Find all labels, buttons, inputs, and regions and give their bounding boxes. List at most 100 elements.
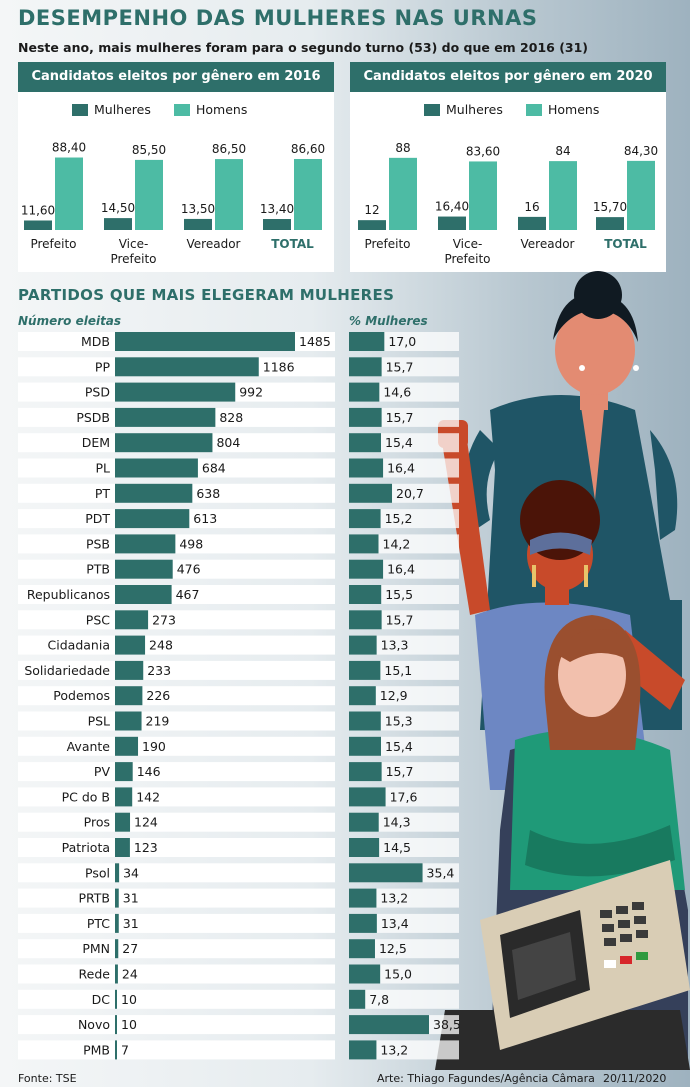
- party-count-label: 476: [177, 562, 201, 577]
- party-pct-bar: [349, 812, 379, 832]
- party-pct-label: 20,7: [396, 486, 424, 501]
- bar-women-2: [518, 216, 546, 230]
- party-pct-bar: [349, 964, 381, 984]
- party-row-bg: [18, 660, 335, 680]
- party-pct-label: 15,1: [384, 663, 412, 678]
- party-pct-label: 15,7: [386, 410, 414, 425]
- party-name: PMB: [83, 1042, 110, 1057]
- party-count-bar: [115, 913, 119, 933]
- party-count-label: 992: [239, 385, 263, 400]
- party-row-bg: [18, 585, 335, 604]
- party-count-bar: [115, 838, 130, 857]
- party-count-label: 24: [122, 967, 138, 982]
- category-label-1-line1: Prefeito: [444, 252, 490, 266]
- party-pct-label: 15,5: [385, 587, 413, 602]
- bar-men-3: [627, 160, 655, 230]
- party-count-bar: [115, 711, 142, 731]
- party-pct-label: 12,5: [379, 941, 407, 956]
- party-pct-bar: [349, 332, 385, 351]
- party-name: DEM: [82, 435, 110, 450]
- party-count-bar: [115, 483, 193, 503]
- party-pct-label: 15,7: [386, 764, 414, 779]
- party-count-bar: [115, 989, 117, 1009]
- party-count-bar: [115, 660, 144, 680]
- party-row-bg: [18, 686, 335, 706]
- party-name: PV: [94, 764, 111, 779]
- party-count-label: 638: [196, 486, 220, 501]
- party-row-bg: [18, 964, 335, 984]
- women-illustration: [435, 271, 690, 1070]
- panel-2020: Candidatos eleitos por gênero em 2020 (%…: [350, 62, 666, 272]
- panel-2020-title: Candidatos eleitos por gênero em 2020 (%…: [350, 62, 666, 114]
- party-pct-bar: [349, 838, 380, 857]
- party-count-bar: [115, 509, 190, 529]
- party-pct-bar: [349, 686, 376, 706]
- bar-men-1: [135, 159, 163, 230]
- party-pct-label: 15,2: [385, 511, 413, 526]
- party-pct-label: 7,8: [369, 992, 389, 1007]
- gender-chart-2020: 1288Prefeito16,4083,60Vice-Prefeito1684V…: [358, 141, 658, 266]
- party-name: Avante: [67, 739, 111, 754]
- party-pct-label: 13,2: [380, 1042, 408, 1057]
- party-count-label: 248: [149, 638, 173, 653]
- party-pct-label: 17,6: [390, 789, 418, 804]
- party-pct-label: 14,2: [383, 536, 411, 551]
- party-pct-label: 38,5: [433, 1017, 461, 1032]
- bar-men-0: [389, 157, 417, 230]
- party-pct-bar: [349, 762, 382, 782]
- party-count-bar: [115, 585, 172, 604]
- party-pct-bar: [349, 1015, 429, 1035]
- column-head-percent: % Mulheres: [349, 314, 428, 328]
- party-name: Patriota: [62, 840, 110, 855]
- party-count-label: 498: [179, 536, 203, 551]
- party-count-label: 123: [134, 840, 158, 855]
- party-count-label: 146: [137, 764, 161, 779]
- bar-label-women-1: 16,40: [435, 200, 469, 214]
- bar-label-men-3: 86,60: [291, 142, 325, 156]
- party-pct-bar: [349, 939, 375, 959]
- party-name: Republicanos: [27, 587, 110, 602]
- bar-label-men-3: 84,30: [624, 144, 658, 158]
- party-pct-bar: [349, 458, 384, 478]
- bar-women-2: [184, 218, 212, 230]
- party-pct-bar: [349, 711, 381, 731]
- party-name: Novo: [78, 1017, 110, 1032]
- category-label-0: Prefeito: [364, 237, 410, 251]
- party-count-bar: [115, 939, 119, 959]
- party-pct-bar: [349, 989, 366, 1009]
- bar-label-men-2: 86,50: [212, 142, 246, 156]
- party-row-bg: [18, 1015, 335, 1035]
- party-pct-label: 15,0: [384, 967, 412, 982]
- party-count-label: 7: [121, 1042, 129, 1057]
- party-count-label: 1485: [299, 334, 331, 349]
- bar-label-women-2: 16: [524, 200, 539, 214]
- party-count-label: 124: [134, 815, 158, 830]
- party-pct-label: 16,4: [387, 461, 415, 476]
- party-count-bar: [115, 812, 131, 832]
- party-count-label: 31: [123, 916, 139, 931]
- category-label-0: Prefeito: [30, 237, 76, 251]
- bar-women-1: [104, 218, 132, 230]
- party-pct-bar: [349, 787, 386, 807]
- bar-label-women-1: 14,50: [101, 201, 135, 215]
- panel-2016: Candidatos eleitos por gênero em 2016 (%…: [18, 62, 334, 272]
- party-pct-label: 35,4: [427, 865, 455, 880]
- party-name: PTC: [87, 916, 110, 931]
- party-row-bg: [18, 888, 335, 908]
- party-count-bar: [115, 534, 176, 554]
- party-count-label: 828: [219, 410, 243, 425]
- party-pct-bar: [349, 382, 380, 402]
- bar-women-1: [438, 216, 466, 230]
- party-pct-bar: [349, 534, 379, 554]
- party-row-bg: [18, 534, 335, 554]
- legend-men-label: Homens: [548, 102, 600, 117]
- party-row-bg: [18, 939, 335, 959]
- category-label-2: Vereador: [521, 237, 575, 251]
- legend-men-label: Homens: [196, 102, 248, 117]
- party-count-bar: [115, 407, 216, 427]
- bar-men-2: [215, 159, 243, 230]
- party-count-label: 226: [146, 688, 170, 703]
- party-pct-row-bg: [349, 686, 459, 706]
- party-pct-bar: [349, 660, 381, 680]
- party-name: DC: [92, 992, 111, 1007]
